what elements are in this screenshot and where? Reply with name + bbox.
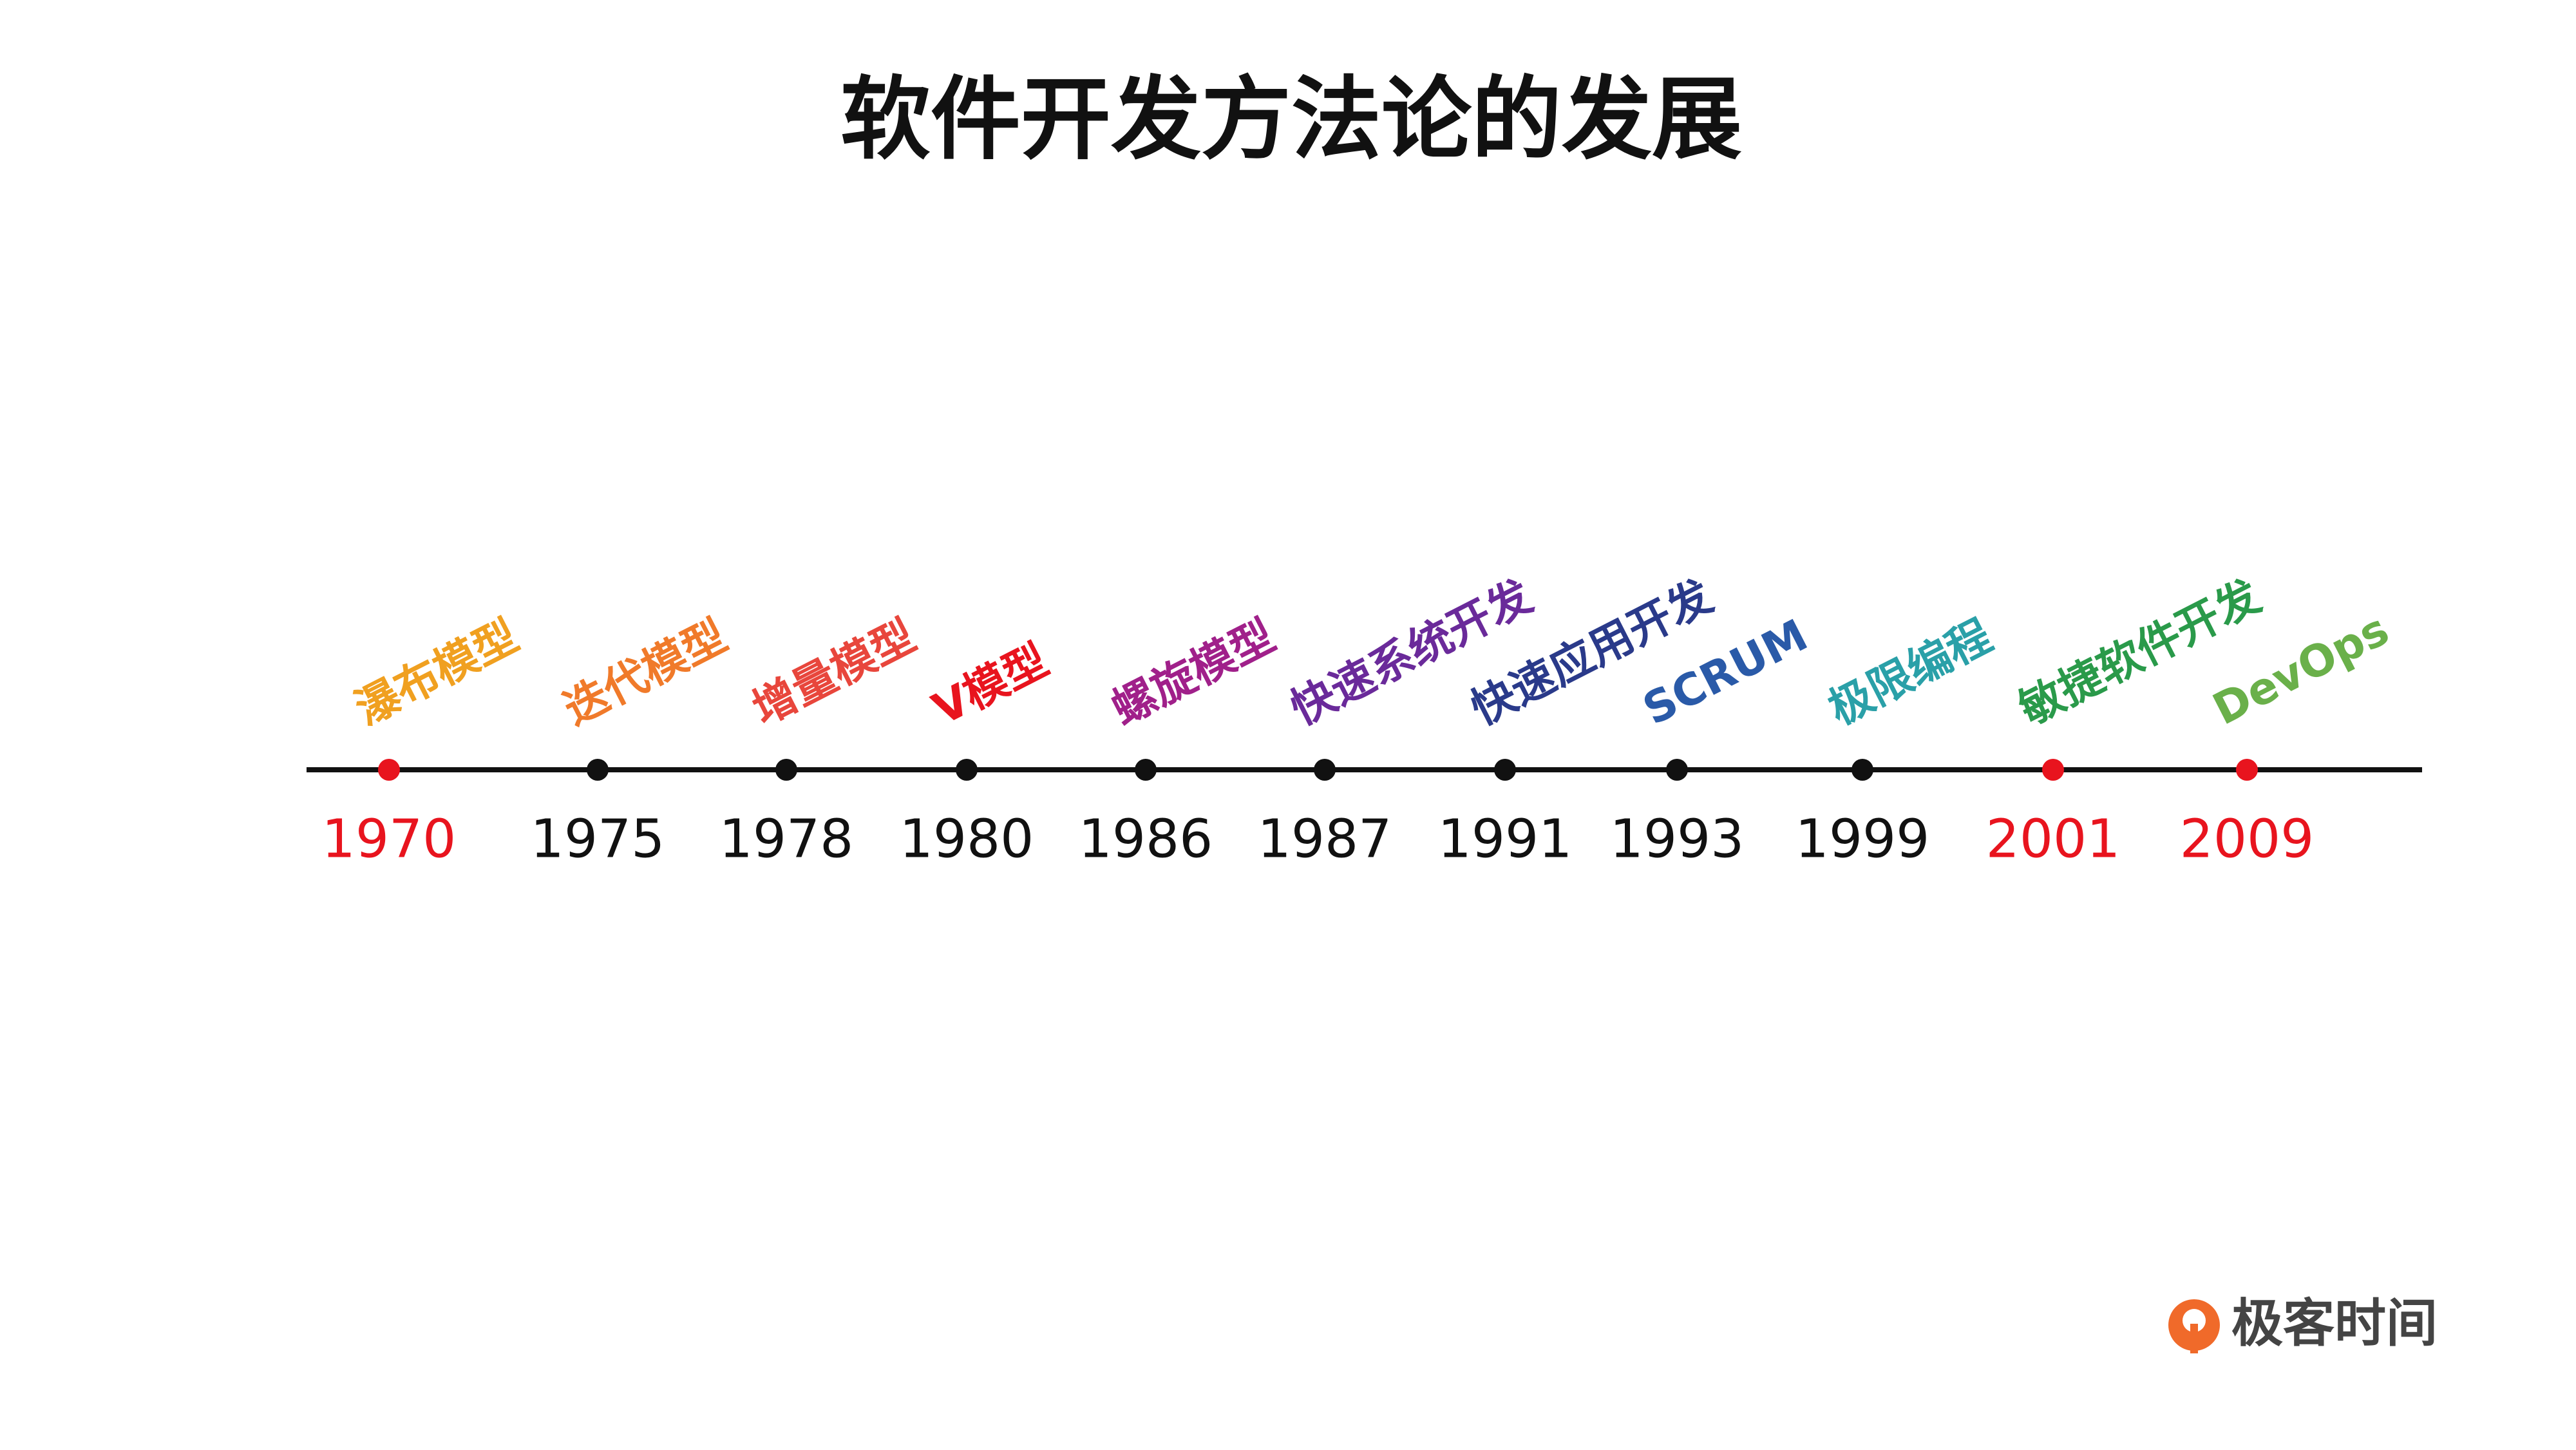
event-dot: [775, 759, 797, 781]
event-dot: [378, 759, 400, 781]
event-year: 1970: [322, 808, 457, 870]
event-year: 1991: [1438, 808, 1573, 870]
event-year: 2009: [2180, 808, 2315, 870]
event-year: 1978: [719, 808, 854, 870]
event-dot: [956, 759, 978, 781]
event-dot: [2236, 759, 2258, 781]
event-year: 1993: [1610, 808, 1745, 870]
event-year: 1980: [900, 808, 1034, 870]
logo: 极客时间: [2168, 1293, 2438, 1353]
logo-text: 极客时间: [2231, 1293, 2438, 1353]
event-dot: [1494, 759, 1516, 781]
event-year: 2001: [1986, 808, 2121, 870]
event-dot: [1314, 759, 1336, 781]
event-dot: [1135, 759, 1157, 781]
logo-icon-stem: [2190, 1324, 2198, 1353]
event-dot: [2042, 759, 2064, 781]
event-dot: [1666, 759, 1688, 781]
page-title: 软件开发方法论的发展: [840, 68, 1742, 173]
event-year: 1987: [1258, 808, 1392, 870]
event-year: 1999: [1795, 808, 1930, 870]
event-year: 1986: [1079, 808, 1213, 870]
event-year: 1975: [531, 808, 665, 870]
logo-icon-hole: [2183, 1309, 2206, 1332]
event-dot: [587, 759, 609, 781]
event-dot: [1852, 759, 1873, 781]
